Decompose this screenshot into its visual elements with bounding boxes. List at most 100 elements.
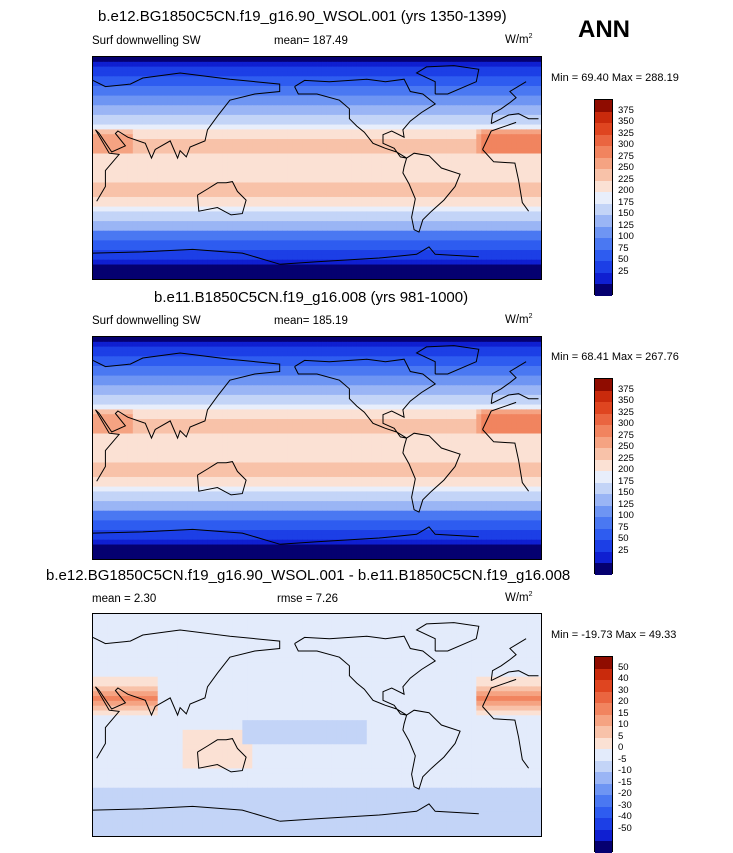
field-cell xyxy=(506,269,512,274)
field-cell xyxy=(138,62,144,67)
field-cell xyxy=(506,260,512,265)
field-cell xyxy=(113,91,119,96)
field-cell xyxy=(123,255,129,260)
field-cell xyxy=(267,231,273,236)
field-cell xyxy=(446,105,452,110)
field-cell xyxy=(317,351,323,356)
field-cell xyxy=(347,139,353,144)
field-cell xyxy=(357,120,363,125)
field-cell xyxy=(118,347,124,352)
field-cell xyxy=(183,221,189,226)
field-cell xyxy=(207,129,213,134)
field-cell xyxy=(103,245,109,250)
field-cell xyxy=(471,168,477,173)
field-cell xyxy=(237,202,243,207)
field-cell xyxy=(337,240,343,245)
field-cell xyxy=(212,100,218,105)
field-cell xyxy=(138,361,144,366)
field-cell xyxy=(138,110,144,115)
field-cell xyxy=(178,158,184,163)
field-cell xyxy=(188,337,194,342)
field-cell xyxy=(367,129,373,134)
field-cell xyxy=(377,240,383,245)
field-cell xyxy=(262,168,268,173)
field-cell xyxy=(108,134,114,139)
field-cell xyxy=(212,202,218,207)
field-cell xyxy=(153,86,159,91)
field-cell xyxy=(312,192,318,197)
field-cell xyxy=(347,221,353,226)
field-cell xyxy=(501,274,507,279)
field-cell xyxy=(402,351,408,356)
field-cell xyxy=(143,240,149,245)
field-cell xyxy=(387,67,393,72)
field-cell xyxy=(203,226,209,231)
field-cell xyxy=(387,207,393,212)
field-cell xyxy=(402,245,408,250)
field-cell xyxy=(193,371,199,376)
field-cell xyxy=(98,265,104,270)
field-cell xyxy=(511,182,517,187)
field-cell xyxy=(123,100,129,105)
field-cell xyxy=(516,67,522,72)
field-cell xyxy=(207,192,213,197)
field-cell xyxy=(262,351,268,356)
field-cell xyxy=(163,274,169,279)
field-cell xyxy=(158,100,164,105)
field-cell xyxy=(402,211,408,216)
field-cell xyxy=(387,163,393,168)
field-cell xyxy=(481,91,487,96)
field-cell xyxy=(436,76,442,81)
field-cell xyxy=(352,100,358,105)
field-cell xyxy=(203,260,209,265)
field-cell xyxy=(422,337,428,342)
field-cell xyxy=(173,269,179,274)
field-cell xyxy=(521,173,527,178)
field-cell xyxy=(441,366,447,371)
field-cell xyxy=(531,149,537,154)
field-cell xyxy=(247,342,253,347)
field-cell xyxy=(252,226,258,231)
field-cell xyxy=(407,71,413,76)
field-cell xyxy=(242,115,248,120)
field-cell xyxy=(138,337,144,342)
field-cell xyxy=(217,361,223,366)
field-cell xyxy=(212,216,218,221)
field-cell xyxy=(526,67,532,72)
field-cell xyxy=(322,182,328,187)
field-cell xyxy=(441,221,447,226)
field-cell xyxy=(431,71,437,76)
field-cell xyxy=(322,168,328,173)
field-cell xyxy=(257,173,263,178)
field-cell xyxy=(332,182,338,187)
field-cell xyxy=(103,202,109,207)
field-cell xyxy=(496,129,502,134)
field-cell xyxy=(521,274,527,279)
field-cell xyxy=(168,91,174,96)
field-cell xyxy=(222,351,228,356)
field-cell xyxy=(183,187,189,192)
field-cell xyxy=(342,274,348,279)
field-cell xyxy=(506,197,512,202)
field-cell xyxy=(536,337,541,342)
field-cell xyxy=(496,168,502,173)
field-cell xyxy=(267,100,273,105)
field-cell xyxy=(412,57,418,62)
field-cell xyxy=(227,71,233,76)
field-cell xyxy=(382,265,388,270)
field-cell xyxy=(407,202,413,207)
field-cell xyxy=(168,376,174,381)
field-cell xyxy=(367,125,373,130)
field-cell xyxy=(108,207,114,212)
field-cell xyxy=(257,115,263,120)
field-cell xyxy=(183,371,189,376)
field-cell xyxy=(317,216,323,221)
field-cell xyxy=(93,351,99,356)
field-cell xyxy=(257,129,263,134)
field-cell xyxy=(207,226,213,231)
field-cell xyxy=(277,240,283,245)
field-cell xyxy=(207,376,213,381)
field-cell xyxy=(267,274,273,279)
field-cell xyxy=(302,245,308,250)
field-cell xyxy=(506,91,512,96)
